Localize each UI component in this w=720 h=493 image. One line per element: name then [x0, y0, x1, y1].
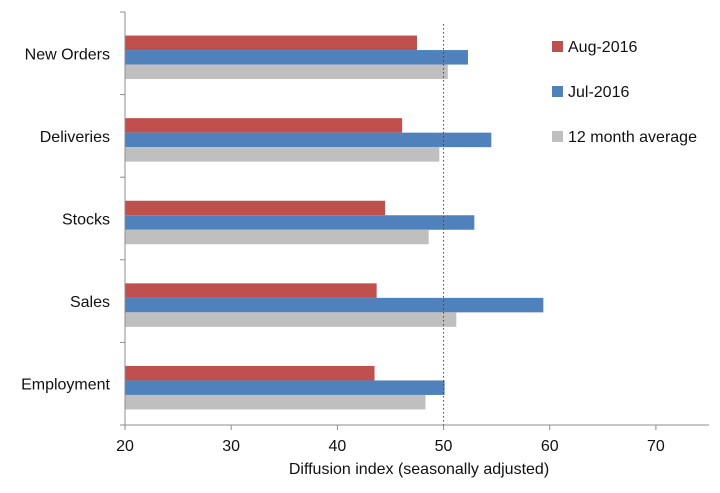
- bar-new-orders-jul-2016: [125, 50, 468, 65]
- bar-sales-aug-2016: [125, 283, 377, 298]
- bar-stocks-jul-2016: [125, 215, 475, 230]
- legend-label-12-month-average: 12 month average: [568, 129, 697, 146]
- legend: Aug-2016 Jul-2016 12 month average: [552, 39, 697, 146]
- plot-area: [125, 35, 544, 410]
- bar-employment-12-month-average: [125, 394, 426, 410]
- bar-deliveries-jul-2016: [125, 132, 492, 148]
- y-tick-label: Sales: [70, 294, 110, 311]
- x-tick-label: 70: [647, 438, 665, 455]
- legend-swatch-aug-2016: [552, 41, 563, 52]
- y-tick-label: Employment: [21, 377, 110, 394]
- bar-deliveries-12-month-average: [125, 147, 440, 162]
- axes: New Orders Deliveries Stocks Sales Employmen…: [21, 11, 709, 455]
- x-tick-label: 30: [222, 438, 240, 455]
- bar-deliveries-aug-2016: [125, 118, 403, 133]
- legend-swatch-jul-2016: [552, 86, 563, 97]
- bar-stocks-aug-2016: [125, 200, 386, 216]
- x-tick-label: 40: [328, 438, 346, 455]
- bar-stocks-12-month-average: [125, 229, 429, 245]
- y-tick-label: Stocks: [62, 212, 110, 229]
- bar-sales-jul-2016: [125, 297, 544, 313]
- bar-sales-12-month-average: [125, 312, 457, 327]
- bar-new-orders-aug-2016: [125, 35, 417, 51]
- y-tick-label: New Orders: [25, 46, 110, 63]
- legend-label-jul-2016: Jul-2016: [568, 84, 629, 101]
- legend-swatch-12-month-average: [552, 131, 563, 142]
- bar-new-orders-12-month-average: [125, 64, 448, 80]
- x-axis-label: Diffusion index (seasonally adjusted): [289, 461, 549, 478]
- x-tick-label: 50: [435, 438, 453, 455]
- bar-employment-aug-2016: [125, 365, 375, 381]
- bar-employment-jul-2016: [125, 380, 445, 395]
- y-tick-label: Deliveries: [40, 129, 110, 146]
- x-tick-label: 20: [116, 438, 134, 455]
- x-tick-label: 60: [541, 438, 559, 455]
- legend-label-aug-2016: Aug-2016: [568, 39, 637, 56]
